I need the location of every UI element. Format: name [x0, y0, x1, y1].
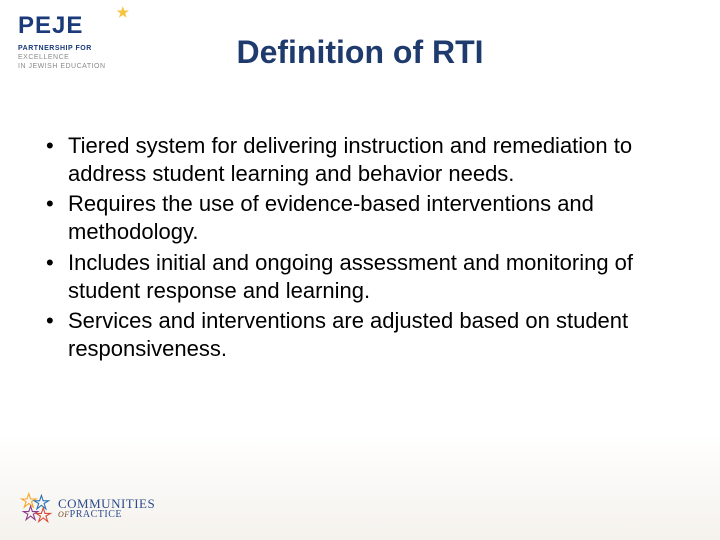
bullet-text: Services and interventions are adjusted …: [68, 308, 628, 361]
slide-body: Tiered system for delivering instruction…: [40, 132, 680, 365]
communities-practice: PRACTICE: [70, 509, 122, 520]
list-item: Includes initial and ongoing assessment …: [40, 249, 680, 305]
communities-logo: COMMUNITIES OFPRACTICE: [18, 490, 155, 526]
slide-title: Definition of RTI: [0, 34, 720, 71]
bullet-text: Tiered system for delivering instruction…: [68, 133, 632, 186]
list-item: Requires the use of evidence-based inter…: [40, 190, 680, 246]
slide: PEJE ★ PARTNERSHIP FOR EXCELLENCE IN JEW…: [0, 0, 720, 540]
bullet-text: Includes initial and ongoing assessment …: [68, 250, 633, 303]
list-item: Tiered system for delivering instruction…: [40, 132, 680, 188]
communities-of: OF: [58, 510, 70, 519]
star-icon: ★: [116, 4, 130, 21]
starburst-icon: [18, 490, 54, 526]
bullet-text: Requires the use of evidence-based inter…: [68, 191, 594, 244]
communities-line2: OFPRACTICE: [58, 510, 155, 520]
list-item: Services and interventions are adjusted …: [40, 307, 680, 363]
communities-text: COMMUNITIES OFPRACTICE: [58, 497, 155, 520]
bullet-list: Tiered system for delivering instruction…: [40, 132, 680, 363]
